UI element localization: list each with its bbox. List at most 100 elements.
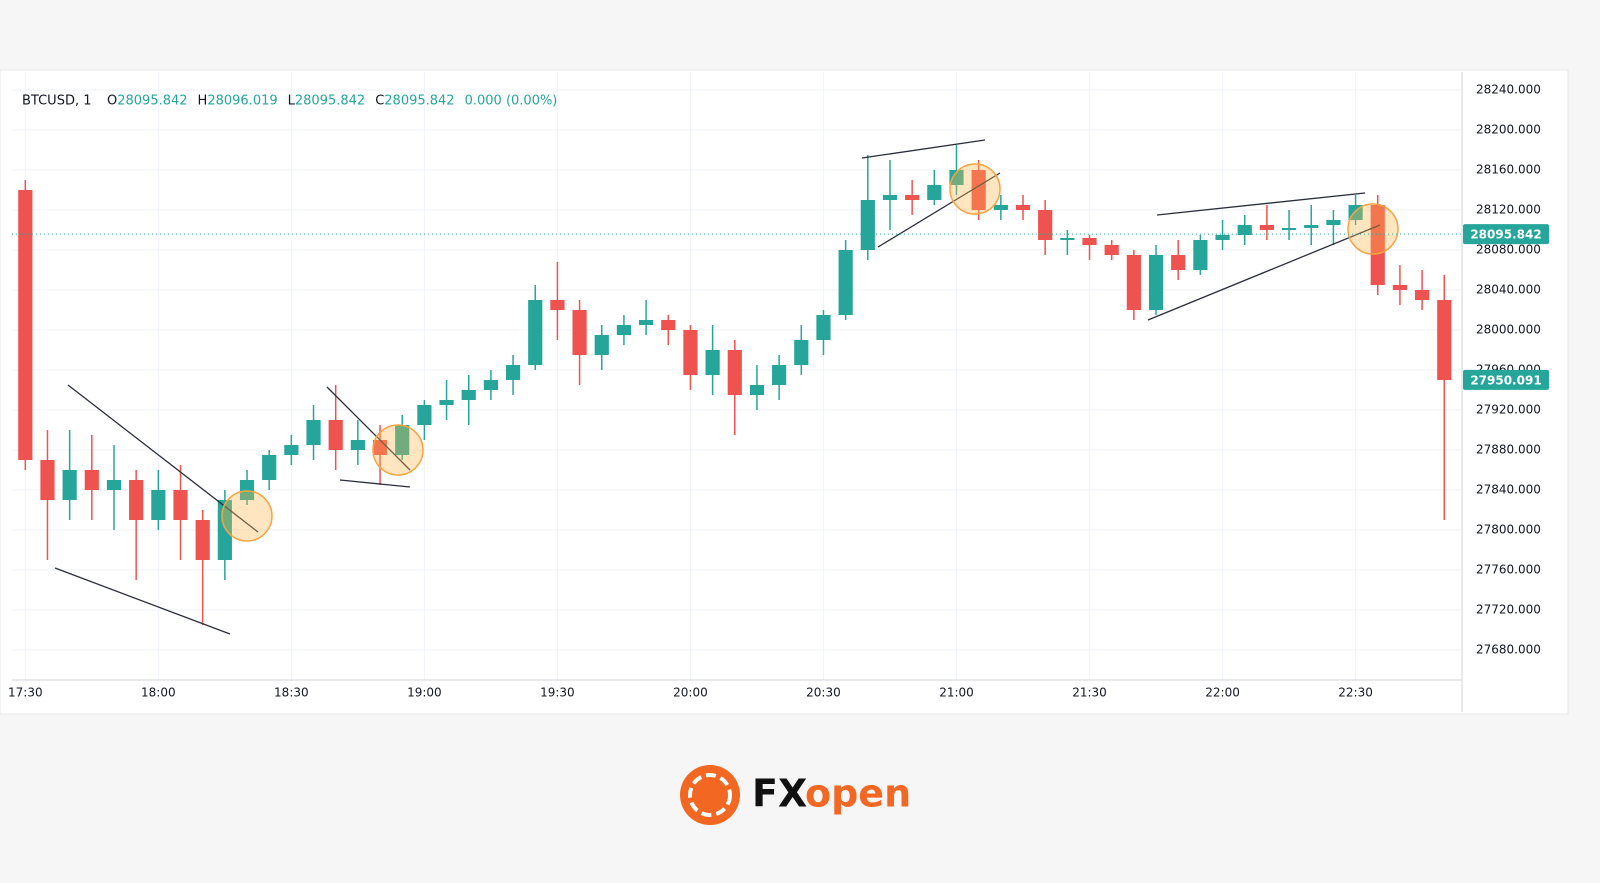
candle-body [727,350,742,395]
ohlc-value: 28095.842 [384,94,454,109]
x-tick-label: 19:00 [407,686,442,700]
ohlc-header: O 28095.842 H 28096.019 L 28095.842 C 28095.842… [107,94,557,109]
candle-body [572,310,587,355]
candle-body [350,440,365,450]
candle-body [1414,290,1430,300]
breakout-circles [221,163,1399,542]
candle-body [483,380,498,390]
y-tick-label: 27800.000 [1476,523,1541,537]
y-tick-label: 28080.000 [1476,243,1541,257]
y-tick-label: 28040.000 [1476,283,1541,297]
candle-body [62,470,77,500]
logo: FX open [680,765,911,825]
x-tick-label: 19:30 [540,686,575,700]
candle-body [528,300,543,365]
candle-body [284,445,299,455]
candle-body [106,480,122,490]
candle-body [1281,228,1297,230]
candle-body [838,250,853,315]
y-tick-label: 27760.000 [1476,563,1541,577]
trend-line [1147,224,1381,321]
breakout-circle [949,163,1001,215]
candle-body [1237,225,1252,235]
candle-body [1304,225,1319,228]
candle-body [1392,285,1408,290]
x-tick-label: 22:00 [1205,686,1240,700]
candle-body [949,170,964,185]
candle-body [1326,220,1341,225]
y-tick-label: 27880.000 [1476,443,1541,457]
candle-body [239,480,255,500]
candle-body [749,385,765,395]
y-tick-label: 27920.000 [1476,403,1541,417]
candle-body [639,320,654,325]
price-tag [1463,224,1549,245]
y-tick-label: 28240.000 [1476,83,1541,97]
candle-body [306,420,321,445]
candle-body [1193,240,1208,270]
candle-body [439,400,454,405]
candle-body [971,170,986,210]
candle-body [173,490,188,520]
trend-line [67,384,259,533]
candle-body [1126,255,1141,310]
candle-body [461,390,476,400]
ohlc-value: 28095.842 [295,94,365,109]
logo-icon-detail [688,773,732,817]
ohlc-label: H [198,94,208,109]
candle-body [505,365,521,380]
candle-body [927,185,942,200]
ohlc-label: L [288,94,296,109]
candles [18,145,1452,625]
price-tag [1463,369,1549,390]
candle-body [661,320,676,330]
candle-body [616,325,632,335]
candle-body [1259,225,1274,230]
y-tick-label: 27720.000 [1476,603,1541,617]
y-tick-label: 27840.000 [1476,483,1541,497]
candle-body [84,470,99,490]
trend-line [877,172,1001,248]
candle-body [1038,210,1053,240]
candle-body [772,365,787,385]
candle-body [1171,255,1186,270]
candle-body [417,405,432,425]
candle-body [905,195,920,200]
x-tick-label: 22:30 [1338,686,1373,700]
x-tick-label: 17:30 [8,686,43,700]
candle-body [882,195,898,200]
candle-body [395,425,410,455]
trend-line [1156,192,1366,216]
candle-body [794,340,809,365]
y-tick-label: 28200.000 [1476,123,1541,137]
trend-line [326,386,411,471]
trend-line [54,567,231,635]
chart-panel [0,69,1569,715]
y-tick-label: 28160.000 [1476,163,1541,177]
logo-text: FX [752,772,807,816]
candle-body [860,200,875,250]
ohlc-label: O [107,94,117,109]
y-tick-label: 28120.000 [1476,203,1541,217]
candle-body [816,315,831,340]
candle-body [705,350,720,375]
breakout-circle [221,490,273,542]
candle-body [195,520,210,560]
x-tick-label: 21:30 [1072,686,1107,700]
x-tick-label: 18:00 [141,686,176,700]
logo-text: open [805,772,911,816]
ohlc-value: 28095.842 [117,94,187,109]
candle-body [1215,235,1230,240]
candle-body [1082,238,1097,245]
ohlc-change: 0.000 (0.00%) [465,94,558,109]
candle-body [1437,300,1452,380]
candle-body [1015,205,1031,210]
trend-line [861,139,986,159]
candle-body [1104,245,1119,255]
candle-body [594,335,609,355]
candle-body [18,190,33,460]
price-tag-label: 27950.091 [1470,373,1541,387]
price-tag-label: 28095.842 [1470,228,1541,242]
